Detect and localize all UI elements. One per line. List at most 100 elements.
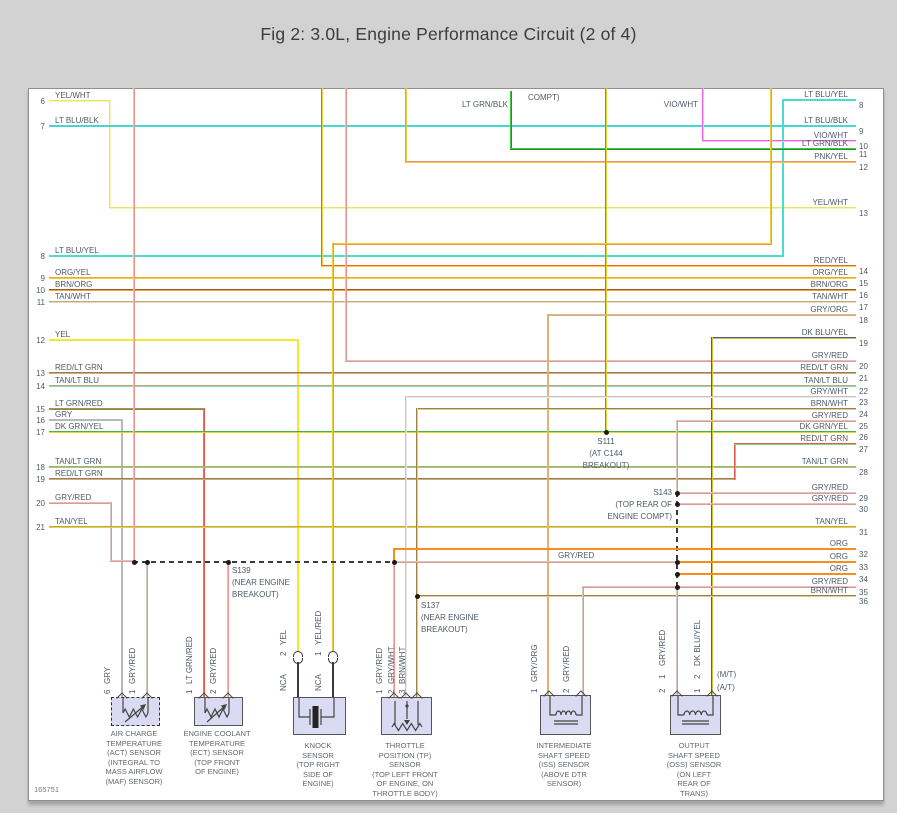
wire-label-left: TAN/WHT xyxy=(55,292,91,301)
wire-gry-red-s139-to-s143 xyxy=(393,561,678,563)
sensor-pin-number: 1 xyxy=(658,674,667,679)
wire-gry-red-20-to-s139 xyxy=(110,560,135,562)
wire-label-right: ORG xyxy=(829,539,848,548)
wire-gry-red-to-tp-1 xyxy=(393,561,395,698)
wire-org-33 xyxy=(676,561,856,563)
wire-label-left: RED/LT GRN xyxy=(55,363,103,372)
sensor-pin-number: 1 xyxy=(128,689,137,694)
splice-dot xyxy=(131,559,137,565)
wire-label-right: RED/LT GRN xyxy=(800,434,848,443)
splice-dot xyxy=(674,584,680,590)
sensor-pin-number: 2 xyxy=(209,689,218,694)
sensor-wire-label: NCA xyxy=(314,674,323,691)
splice-label-s111: S111 (AT C144 BREAKOUT) xyxy=(582,437,630,470)
wire-gry-red-top-to-20 xyxy=(345,360,856,362)
float-wire-label: LT GRN/BLK xyxy=(462,100,508,109)
wire-dk-blu-yel-19-to-oss xyxy=(711,337,713,696)
wire-red-lt-grn-19-to-27 xyxy=(49,478,736,480)
circuit-number-right: 18 xyxy=(859,316,868,325)
circuit-number-right: 32 xyxy=(859,550,868,559)
knock-sensor-box xyxy=(293,697,346,735)
sensor-pin-number: 2 xyxy=(279,651,288,656)
splice-dot xyxy=(674,501,680,507)
wire-brn-wht-s137-to-36 xyxy=(416,595,856,597)
splice-dot xyxy=(225,559,231,565)
sensor-wire-label: LT GRN/RED xyxy=(185,636,194,684)
knock-sensor-label: KNOCK SENSOR (TOP RIGHT SIDE OF ENGINE) xyxy=(296,741,340,788)
sensor-wire-label: NCA xyxy=(279,674,288,691)
wire-label-left: YEL xyxy=(55,330,71,339)
wire-label-left: GRY/RED xyxy=(55,493,92,502)
wire-lt-blu-yel-8-to-8 xyxy=(782,99,784,257)
wire-lt-grn-red-15-to-ect xyxy=(49,408,205,410)
wire-label-right: GRY/WHT xyxy=(810,387,848,396)
wire-label-left: TAN/YEL xyxy=(55,517,88,526)
wire-gry-red-s143-to-29 xyxy=(676,492,856,494)
circuit-number-right: 16 xyxy=(859,291,868,300)
wire-gry-red-20-to-s139 xyxy=(49,502,112,504)
sensor-wire-label: YEL/RED xyxy=(314,610,323,645)
wire-tan-yel-21-to-31 xyxy=(49,526,856,528)
circuit-number-right: 15 xyxy=(859,279,868,288)
wire-gry-red-to-oss xyxy=(676,586,678,696)
wire-label-left: LT BLU/BLK xyxy=(55,116,99,125)
ect-sensor-box xyxy=(194,697,243,726)
wire-label-right: GRY/ORG xyxy=(810,305,848,314)
act-sensor-box xyxy=(111,697,160,726)
wire-label-right: TAN/WHT xyxy=(812,292,848,301)
wire-label-left: DK GRN/YEL xyxy=(55,422,104,431)
wire-knock-nca-right xyxy=(332,662,334,698)
circuit-number-left: 10 xyxy=(36,286,45,295)
wire-gry-16-to-act xyxy=(121,419,123,698)
wire-label-right: BRN/WHT xyxy=(810,399,848,408)
wire-lt-blu-blk-7-to-9 xyxy=(49,125,856,127)
wire-yel-wht-6-to-13 xyxy=(109,207,856,209)
wire-brn-wht-24-to-tp xyxy=(416,408,418,698)
sensor-wire-label: GRY/RED xyxy=(128,647,137,684)
wire-org-yel-9-to-15 xyxy=(49,277,856,279)
wire-knock-nca-left xyxy=(297,662,299,698)
circuit-number-left: 21 xyxy=(36,523,45,532)
splice-dot xyxy=(144,559,150,565)
wire-gry-red-25-to-s143 xyxy=(676,420,856,422)
wire-pnk-yel-top-to-12 xyxy=(405,88,407,163)
circuit-number-right: 20 xyxy=(859,362,868,371)
wire-red-lt-grn-19-to-27 xyxy=(734,443,736,480)
wire-lt-blu-yel-8-to-8 xyxy=(782,99,856,101)
wire-gry-wht-23-to-tp xyxy=(405,396,856,398)
sensor-pin-number: 1 xyxy=(530,688,539,693)
circuit-number-right: 29 xyxy=(859,494,868,503)
sensor-pin-number: 2 xyxy=(693,674,702,679)
wire-dk-grn-yel-17-to-26 xyxy=(49,431,856,433)
connector-symbol xyxy=(328,658,338,664)
tp-sensor-label: THROTTLE POSITION (TP) SENSOR (TOP LEFT FRO… xyxy=(372,741,438,798)
sensor-wire-label: GRY/RED xyxy=(658,629,667,666)
wire-lt-grn-red-15-to-ect xyxy=(203,408,205,698)
splice-dot xyxy=(603,429,609,435)
circuit-number-right: 10 xyxy=(859,142,868,151)
wire-label-right: TAN/LT GRN xyxy=(801,457,848,466)
circuit-number-right: 9 xyxy=(859,127,864,136)
wire-gry-red-25-to-s143 xyxy=(676,420,678,494)
circuit-number-right: 31 xyxy=(859,528,868,537)
circuit-number-right: 23 xyxy=(859,398,868,407)
sensor-wire-label: GRY/RED xyxy=(209,647,218,684)
wire-yel-12-to-knock xyxy=(297,339,299,651)
circuit-number-right: 28 xyxy=(859,468,868,477)
wire-yel-wht-6-to-13 xyxy=(109,100,111,209)
wire-label-right: RED/YEL xyxy=(813,256,848,265)
wire-org-34 xyxy=(676,573,856,575)
wire-tan-lt-grn-18-to-28 xyxy=(49,466,856,468)
circuit-number-right: 34 xyxy=(859,575,868,584)
circuit-number-left: 16 xyxy=(36,416,45,425)
circuit-number-right: 22 xyxy=(859,387,868,396)
wire-label-left: TAN/LT BLU xyxy=(55,376,100,385)
wire-label-right: PNK/YEL xyxy=(814,152,848,161)
wire-tan-wht-11-to-17 xyxy=(49,301,856,303)
circuit-number-right: 27 xyxy=(859,445,868,454)
splice-dot xyxy=(391,559,397,565)
wire-gry-red-to-act-1 xyxy=(146,561,148,698)
circuit-number-right: 30 xyxy=(859,505,868,514)
wire-pnk-yel-top-to-12 xyxy=(405,161,856,163)
